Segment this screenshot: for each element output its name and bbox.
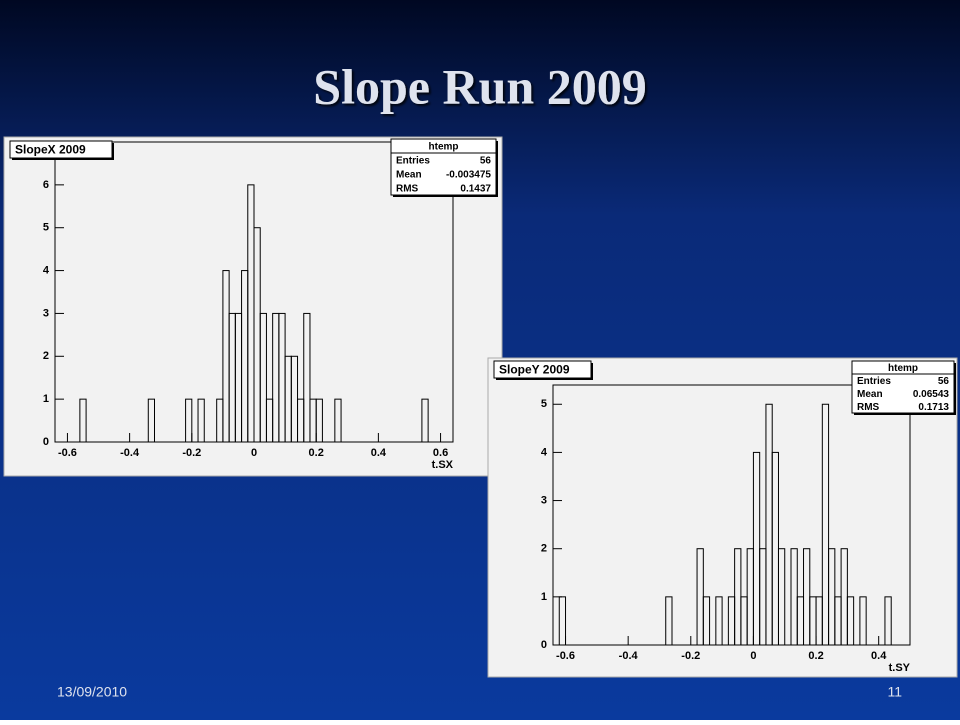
stats-label: RMS xyxy=(396,184,419,195)
stats-box xyxy=(851,360,955,414)
stats-value: 0.06543 xyxy=(913,389,950,400)
histogram-bin xyxy=(334,398,342,443)
y-tick-label: 4 xyxy=(43,264,50,276)
x-tick-label: 0.2 xyxy=(808,650,823,662)
histogram-bin xyxy=(303,312,311,443)
plot-frame xyxy=(552,384,911,646)
x-tick-label: -0.2 xyxy=(681,650,700,662)
histogram-bin xyxy=(884,596,892,646)
histogram-bin xyxy=(859,596,867,646)
stats-box xyxy=(390,138,497,196)
chart-title: SlopeX 2009 xyxy=(15,143,86,157)
histogram-bin xyxy=(715,596,723,646)
histogram-bin xyxy=(846,596,855,646)
stats-label: Mean xyxy=(396,170,422,181)
stats-value: 56 xyxy=(938,376,950,387)
histogram-bin xyxy=(197,398,205,443)
x-tick-label: -0.4 xyxy=(619,650,639,662)
x-tick-label: 0 xyxy=(251,447,257,459)
stats-value: -0.003475 xyxy=(446,170,491,181)
histogram-bin xyxy=(777,548,786,646)
x-tick-label: 0 xyxy=(750,650,756,662)
stats-label: Entries xyxy=(857,376,891,387)
date: 13/09/2010 xyxy=(57,684,127,700)
y-tick-label: 2 xyxy=(541,543,547,555)
stats-value: 0.1713 xyxy=(918,402,949,413)
stats-label: RMS xyxy=(857,402,880,413)
y-tick-label: 5 xyxy=(541,398,547,410)
x-tick-label: 0.4 xyxy=(871,650,887,662)
y-tick-label: 1 xyxy=(43,393,49,405)
histogram-bin xyxy=(147,398,155,443)
y-tick-label: 1 xyxy=(541,591,547,603)
x-tick-label: -0.4 xyxy=(120,447,140,459)
histogram-bin xyxy=(185,398,193,443)
histogram-bin xyxy=(259,312,267,443)
y-tick-label: 3 xyxy=(541,494,547,506)
title-box xyxy=(493,360,592,379)
histogram-chart: -0.6 -0.4 -0.2 0 0.2 0.4 0.60123456t.SXSlopeX … xyxy=(3,136,503,477)
histogram-bin xyxy=(79,398,87,443)
histogram-bin xyxy=(821,403,830,646)
y-tick-label: 4 xyxy=(541,446,548,458)
stats-label: Entries xyxy=(396,156,430,167)
stats-title: htemp xyxy=(888,363,918,374)
histogram-bin xyxy=(421,398,429,443)
page-number: 11 xyxy=(887,684,902,700)
x-tick-label: 0.6 xyxy=(433,447,448,459)
x-tick-label: -0.6 xyxy=(58,447,77,459)
histogram-bin xyxy=(558,596,567,646)
histogram-bin xyxy=(665,596,673,646)
stats-title: htemp xyxy=(429,142,459,153)
histogram-bin xyxy=(702,596,711,646)
y-tick-label: 5 xyxy=(43,222,49,234)
y-tick-label: 6 xyxy=(43,179,49,191)
y-tick-label: 3 xyxy=(43,307,49,319)
y-tick-label: 0 xyxy=(541,639,547,651)
x-tick-label: 0.4 xyxy=(371,447,387,459)
title-box xyxy=(9,140,113,159)
histogram-bin xyxy=(315,398,323,443)
x-tick-label: 0.2 xyxy=(309,447,324,459)
x-axis-label: t.SX xyxy=(432,459,454,471)
stats-value: 0.1437 xyxy=(460,184,491,195)
histogram-chart: -0.6 -0.4 -0.2 0 0.2 0.4 0 1 2 3 4 5 t.SY SlopeY 2009… xyxy=(487,357,958,678)
y-tick-label: 2 xyxy=(43,350,49,362)
y-tick-label: 0 xyxy=(43,436,49,448)
x-tick-label: -0.2 xyxy=(182,447,201,459)
chart-title: SlopeY 2009 xyxy=(499,363,570,377)
stats-label: Mean xyxy=(857,389,883,400)
stats-value: 56 xyxy=(480,156,492,167)
x-axis-label: t.SY xyxy=(889,662,911,674)
slide-title: Slope Run 2009 xyxy=(313,58,646,114)
x-tick-label: -0.6 xyxy=(556,650,575,662)
